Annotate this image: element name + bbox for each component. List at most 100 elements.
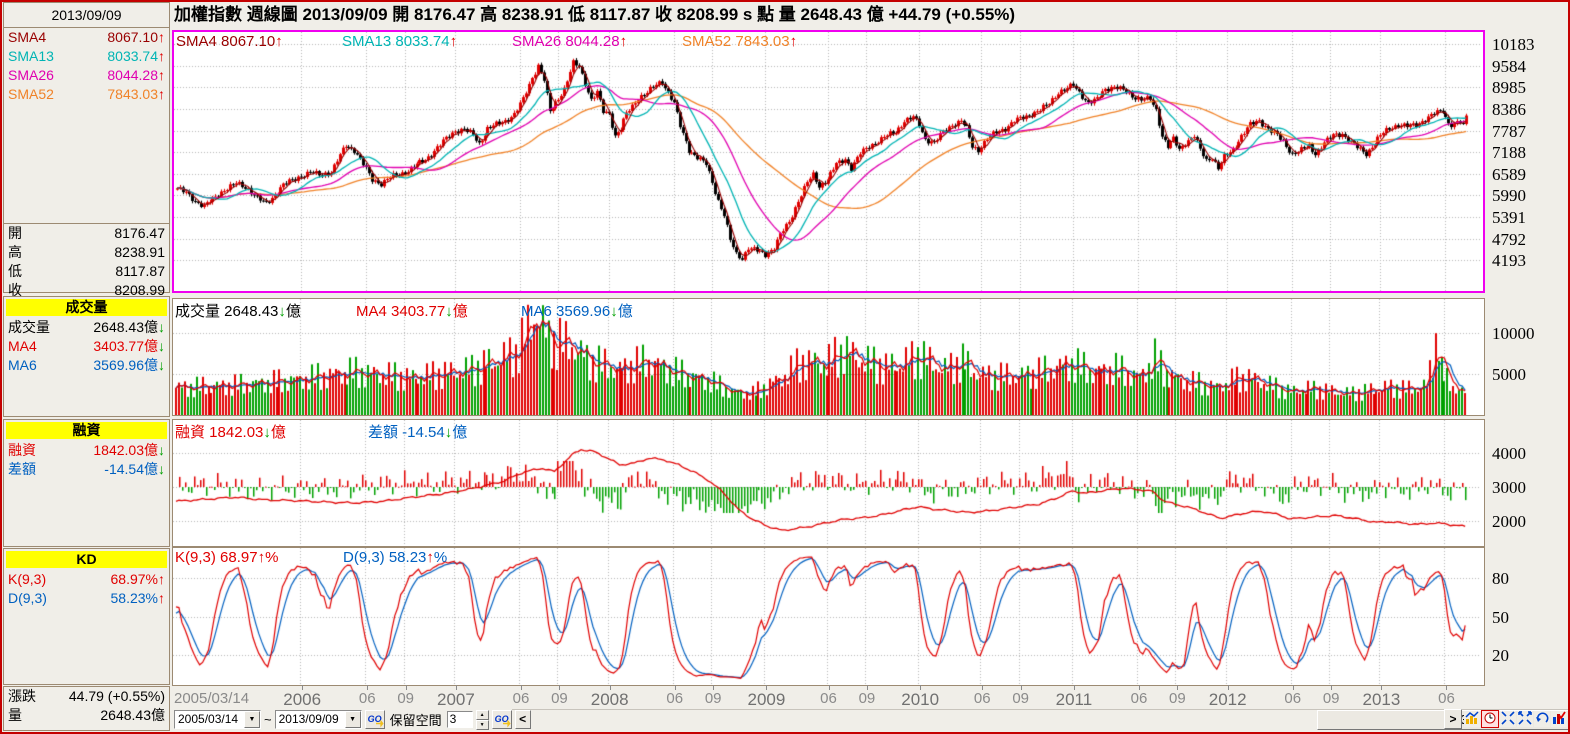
row-value: 3403.77億↓ xyxy=(93,338,165,354)
scrollbar-track[interactable]: 437 xyxy=(512,709,1568,730)
indicator-row: MA6 3569.96億↓ xyxy=(4,356,169,375)
axis-tick-mark xyxy=(455,685,457,690)
up-arrow-icon: ↑ xyxy=(158,67,165,83)
sidebar-margin-panel: 融資 融資 1842.03億↓ 差額 -14.54億↓ xyxy=(3,419,170,547)
reserve-space-input[interactable] xyxy=(446,710,473,728)
axis-tick-label: 4193 xyxy=(1492,251,1526,271)
undo-icon xyxy=(1535,711,1549,728)
row-value: 8238.91 xyxy=(114,244,165,260)
axis-tick-label: 10183 xyxy=(1492,35,1535,55)
row-label: D(9,3) xyxy=(8,590,47,606)
axis-tick-label: 5391 xyxy=(1492,208,1526,227)
reserve-space-label: 保留空間 xyxy=(389,712,442,728)
reserve-space-stepper[interactable]: ▲ ▼ xyxy=(475,709,489,730)
spin-up-icon[interactable]: ▲ xyxy=(475,709,489,720)
spin-down-icon[interactable]: ▼ xyxy=(475,719,489,730)
kd-chart-canvas[interactable] xyxy=(173,548,1484,685)
axis-tick-mark xyxy=(1227,685,1229,690)
section-header-volume: 成交量 xyxy=(6,299,167,316)
axis-tick-label: 2000 xyxy=(1492,512,1526,531)
axis-tick-label: 06 xyxy=(666,690,684,707)
axis-tick-mark xyxy=(1177,685,1179,690)
range-start-select[interactable]: 2005/03/14 ▼ xyxy=(174,709,261,729)
undo-button[interactable] xyxy=(1534,711,1550,727)
axis-tick-mark xyxy=(920,685,922,690)
axis-tick-label: 06 xyxy=(820,690,837,707)
row-value: 8033.74↑ xyxy=(107,48,165,64)
axis-tick-label: 09 xyxy=(551,690,568,707)
price-axis: 10183 9584 8985 8386 7787 7188 6589 5990 5391 479… xyxy=(1486,30,1568,686)
up-arrow-icon: ↑ xyxy=(158,590,165,606)
bars-check-button[interactable] xyxy=(1551,711,1567,727)
up-arrow-icon: ↑ xyxy=(158,571,165,587)
arrows-in-button[interactable] xyxy=(1500,710,1516,727)
row-label: SMA13 xyxy=(8,48,54,64)
axis-tick-label: 06 xyxy=(1284,690,1302,707)
axis-tick-label: 9584 xyxy=(1492,56,1526,76)
axis-tick-mark xyxy=(367,685,369,690)
range-separator: ~ xyxy=(264,711,272,727)
axis-tick-label: 10000 xyxy=(1492,324,1535,344)
quote-header: 加權指數 週線圖 2013/09/09 開 8176.47 高 8238.91 … xyxy=(172,2,1568,29)
sidebar-quote-panel: 2013/09/09 SMA4 8067.10↑ SMA13 8033.74↑ SMA2… xyxy=(3,2,170,298)
section-header-margin: 融資 xyxy=(6,422,167,439)
scroll-left-button[interactable]: < xyxy=(514,709,531,729)
up-arrow-icon: ↑ xyxy=(158,86,165,102)
footer-row: 量 2648.43億 xyxy=(4,706,169,725)
axis-tick-mark xyxy=(674,685,676,690)
axis-tick-mark xyxy=(520,685,522,690)
row-value: 58.23%↑ xyxy=(110,590,165,606)
hand-pointer-icon xyxy=(375,719,384,728)
axis-tick-mark xyxy=(828,685,830,690)
sma-row: SMA26 8044.28↑ xyxy=(4,66,169,85)
chart-line-button[interactable] xyxy=(1464,710,1480,727)
indicator-row: MA4 3403.77億↓ xyxy=(4,337,169,356)
price-chart-canvas[interactable] xyxy=(174,32,1483,291)
row-label: 高 xyxy=(8,244,22,260)
axis-tick-mark xyxy=(405,685,407,690)
down-arrow-icon: ↓ xyxy=(158,338,165,354)
volume-chart-pane: 成交量 2648.43↓億 MA4 3403.77↓億 MA6 3569.96↓億 xyxy=(172,298,1485,416)
section-header-kd: KD xyxy=(6,551,167,568)
first-date-label: 2005/03/14 xyxy=(174,690,250,707)
axis-tick-label: 3000 xyxy=(1492,477,1526,497)
axis-tick-mark xyxy=(982,685,984,690)
current-date: 2013/09/09 xyxy=(4,3,169,28)
clock-button[interactable] xyxy=(1481,710,1499,728)
go-button[interactable]: GO xyxy=(364,709,385,729)
row-value: 8208.99 xyxy=(114,282,165,298)
axis-tick-mark xyxy=(302,685,304,690)
row-label: SMA4 xyxy=(8,29,47,45)
axis-tick-label: 4000 xyxy=(1492,443,1526,463)
row-value: 3569.96億↓ xyxy=(93,357,165,373)
go-button[interactable]: GO xyxy=(491,709,512,729)
row-label: 融資 xyxy=(8,442,36,458)
chevron-down-icon[interactable]: ▼ xyxy=(244,710,260,728)
arrows-out-button[interactable] xyxy=(1517,710,1533,727)
row-value: 1842.03億↓ xyxy=(93,442,165,458)
axis-tick-label: 2009 xyxy=(747,690,786,709)
volume-chart-canvas[interactable] xyxy=(173,299,1484,415)
axis-tick-label: 8985 xyxy=(1492,78,1526,98)
footer-row: 漲跌 44.79 (+0.55%) xyxy=(4,687,169,706)
axis-tick-label: 09 xyxy=(397,690,415,707)
axis-tick-label: 2013 xyxy=(1362,690,1401,709)
scroll-right-button[interactable]: > xyxy=(1444,709,1462,729)
axis-tick-label: 2007 xyxy=(437,690,475,709)
axis-tick-label: 09 xyxy=(704,690,722,707)
hand-pointer-icon xyxy=(502,719,511,728)
axis-tick-label: 5000 xyxy=(1492,365,1526,384)
row-value: 44.79 (+0.55%) xyxy=(68,688,165,704)
axis-tick-label: 50 xyxy=(1492,607,1509,627)
margin-chart-canvas[interactable] xyxy=(173,420,1484,546)
range-end-select[interactable]: 2013/09/09 ▼ xyxy=(274,709,362,729)
axis-tick-mark xyxy=(559,685,561,690)
chevron-down-icon[interactable]: ▼ xyxy=(344,710,361,728)
axis-tick-mark xyxy=(713,685,715,690)
row-label: 差額 xyxy=(8,461,36,477)
axis-tick-label: 09 xyxy=(858,690,876,707)
axis-tick-label: 06 xyxy=(973,690,991,707)
axis-tick-mark xyxy=(1138,685,1140,690)
axis-tick-mark xyxy=(609,685,611,690)
axis-tick-mark xyxy=(1331,685,1333,690)
